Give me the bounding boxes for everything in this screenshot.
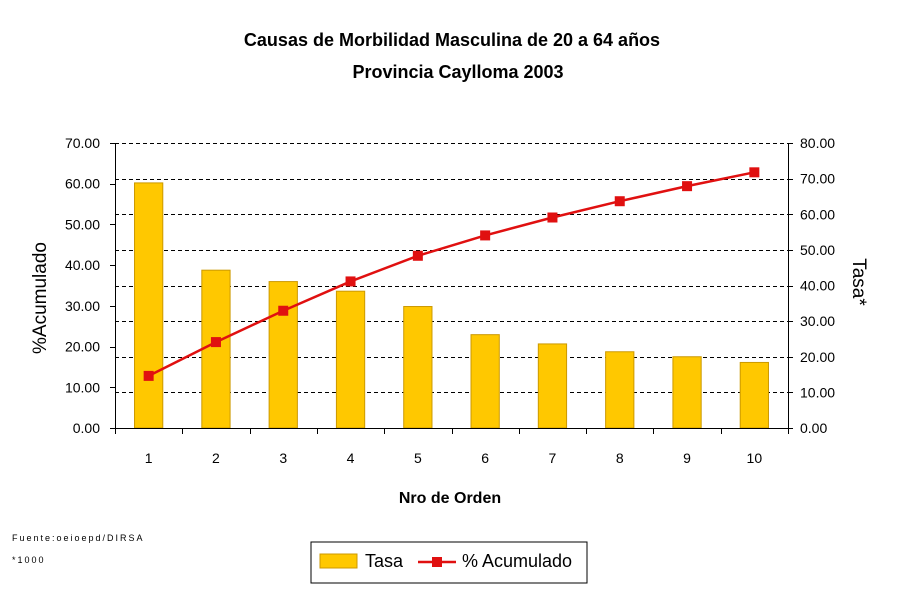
- legend-label-line: % Acumulado: [462, 551, 572, 571]
- line-point: [480, 230, 491, 241]
- x-tick-label: 7: [549, 450, 557, 466]
- x-tick-label: 2: [212, 450, 220, 466]
- left-tick-label: 0.00: [73, 420, 100, 436]
- bar: [672, 356, 702, 429]
- bar: [268, 281, 298, 429]
- bar: [134, 182, 164, 429]
- left-tick-label: 40.00: [65, 257, 100, 273]
- x-tick-label: 4: [347, 450, 355, 466]
- left-tick-label: 30.00: [65, 298, 100, 314]
- right-tick-label: 80.00: [800, 135, 835, 151]
- left-tick-label: 10.00: [65, 379, 100, 395]
- left-tick-label: 70.00: [65, 135, 100, 151]
- bar: [335, 290, 366, 429]
- right-tick-label: 50.00: [800, 242, 835, 258]
- y-axis-left-title: %Acumulado: [30, 242, 51, 354]
- line-point: [412, 250, 423, 261]
- x-tick-label: 5: [414, 450, 422, 466]
- x-tick-label: 1: [145, 450, 153, 466]
- x-tick-label: 3: [279, 450, 287, 466]
- chart-subtitle: Provincia Caylloma 2003: [352, 62, 563, 82]
- x-tick-label: 6: [481, 450, 489, 466]
- tick-labels: 1 2 3 4 5 6 7 8 9 10 0.00 10.00 20.00 30.00 40.00 50.00…: [65, 135, 835, 466]
- line-point: [345, 276, 356, 287]
- right-tick-label: 20.00: [800, 349, 835, 365]
- line-point: [682, 181, 693, 192]
- x-tick-label: 8: [616, 450, 624, 466]
- line-path: [148, 171, 755, 378]
- line-point: [749, 167, 760, 178]
- line-point: [614, 196, 625, 207]
- line-series: [143, 167, 760, 381]
- x-tick-label: 9: [683, 450, 691, 466]
- bar: [470, 334, 500, 429]
- left-tick-label: 20.00: [65, 339, 100, 355]
- y-axis-right-title: Tasa*: [848, 258, 869, 306]
- source-note: Fuente:oeioepd/DIRSA: [12, 533, 145, 543]
- left-tick-label: 60.00: [65, 176, 100, 192]
- bar: [739, 361, 769, 429]
- legend: Tasa % Acumulado: [310, 541, 588, 584]
- left-tick-label: 50.00: [65, 216, 100, 232]
- right-tick-label: 10.00: [800, 384, 835, 400]
- axes: [110, 143, 793, 434]
- legend-swatch-bars: [319, 553, 358, 569]
- bar-series: [134, 182, 769, 429]
- bar: [537, 343, 568, 429]
- line-point: [547, 212, 558, 223]
- right-tick-label: 40.00: [800, 278, 835, 294]
- bar: [605, 351, 635, 429]
- bar: [403, 306, 433, 429]
- x-tick-label: 10: [747, 450, 763, 466]
- bar: [201, 269, 231, 429]
- line-point: [278, 305, 289, 316]
- line-point: [210, 337, 221, 348]
- right-tick-label: 0.00: [800, 420, 827, 436]
- units-note: *1000: [12, 555, 46, 565]
- right-tick-label: 70.00: [800, 171, 835, 187]
- line-point: [143, 370, 154, 381]
- legend-marker: [432, 557, 442, 567]
- chart-title: Causas de Morbilidad Masculina de 20 a 6…: [244, 30, 660, 50]
- right-tick-label: 30.00: [800, 313, 835, 329]
- x-axis-title: Nro de Orden: [399, 490, 501, 507]
- right-tick-label: 60.00: [800, 206, 835, 222]
- legend-label-bars: Tasa: [365, 551, 404, 571]
